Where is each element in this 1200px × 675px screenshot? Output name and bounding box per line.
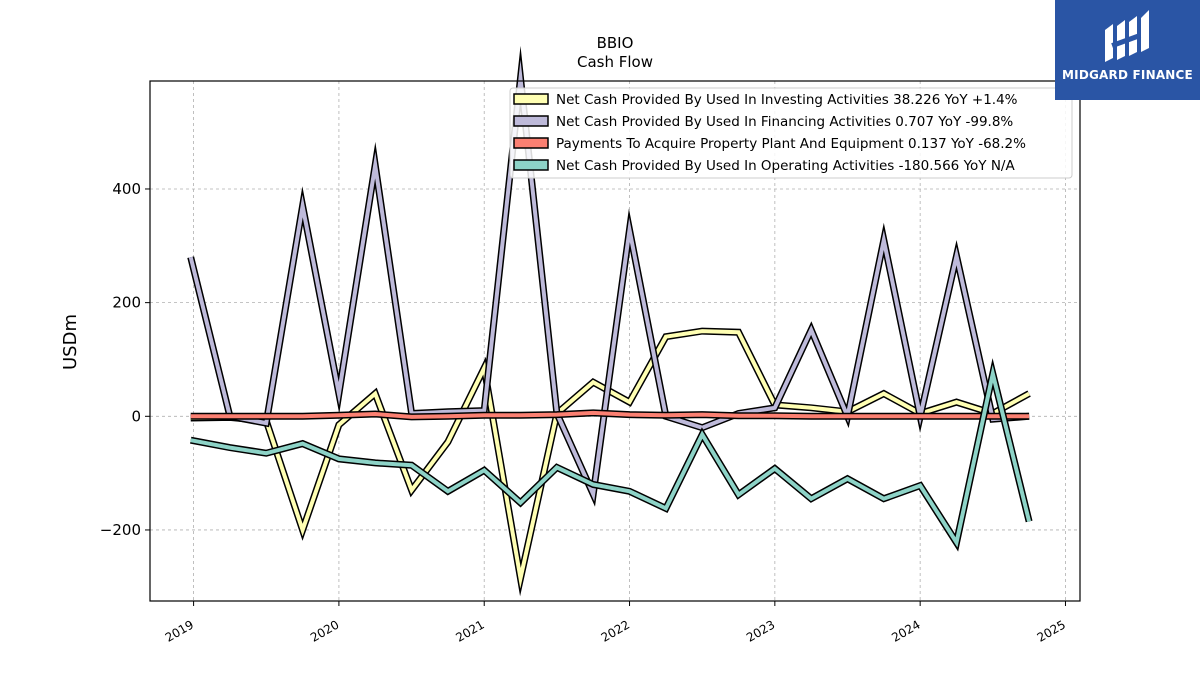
legend-label: Net Cash Provided By Used In Investing A… bbox=[556, 92, 1018, 108]
x-tick-label: 2022 bbox=[599, 617, 632, 644]
midgard-logo-icon bbox=[1105, 10, 1149, 62]
y-tick-label: 0 bbox=[131, 407, 141, 425]
legend-swatch bbox=[513, 115, 549, 127]
legend-swatch bbox=[513, 93, 549, 105]
logo-text: MIDGARD FINANCE bbox=[1062, 68, 1193, 82]
x-tick-label: 2023 bbox=[744, 617, 777, 644]
y-tick-label: 400 bbox=[112, 180, 141, 198]
legend-swatch bbox=[513, 159, 549, 171]
plot-frame bbox=[149, 80, 1081, 602]
legend-label: Payments To Acquire Property Plant And E… bbox=[556, 136, 1026, 152]
midgard-finance-logo: MIDGARD FINANCE bbox=[1055, 0, 1200, 100]
x-tick-label: 2025 bbox=[1035, 617, 1068, 644]
legend-box bbox=[509, 87, 1073, 179]
legend-label: Net Cash Provided By Used In Financing A… bbox=[556, 114, 1013, 130]
chart-subtitle: Cash Flow bbox=[577, 53, 653, 71]
series-layer bbox=[187, 45, 1033, 597]
series-line bbox=[190, 329, 1031, 589]
series-line bbox=[190, 410, 1030, 419]
series-2 bbox=[187, 45, 1030, 507]
series-1 bbox=[190, 327, 1031, 597]
legend-label: Net Cash Provided By Used In Operating A… bbox=[556, 158, 1015, 174]
chart-title: BBIO bbox=[597, 34, 634, 52]
legend-swatch bbox=[513, 137, 549, 149]
y-tick-label: −200 bbox=[100, 521, 141, 539]
series-3 bbox=[190, 409, 1030, 421]
y-axis-label: USDm bbox=[60, 314, 81, 370]
legend: Net Cash Provided By Used In Investing A… bbox=[509, 87, 1073, 179]
x-tick-label: 2020 bbox=[308, 617, 341, 644]
series-line bbox=[188, 59, 1030, 502]
x-tick-label: 2024 bbox=[889, 617, 922, 644]
series-4 bbox=[190, 358, 1033, 552]
y-tick-label: 200 bbox=[112, 294, 141, 312]
series-line bbox=[190, 364, 1032, 548]
x-tick-label: 2021 bbox=[453, 617, 486, 644]
series-outline bbox=[190, 358, 1033, 552]
x-tick-label: 2019 bbox=[163, 617, 196, 644]
